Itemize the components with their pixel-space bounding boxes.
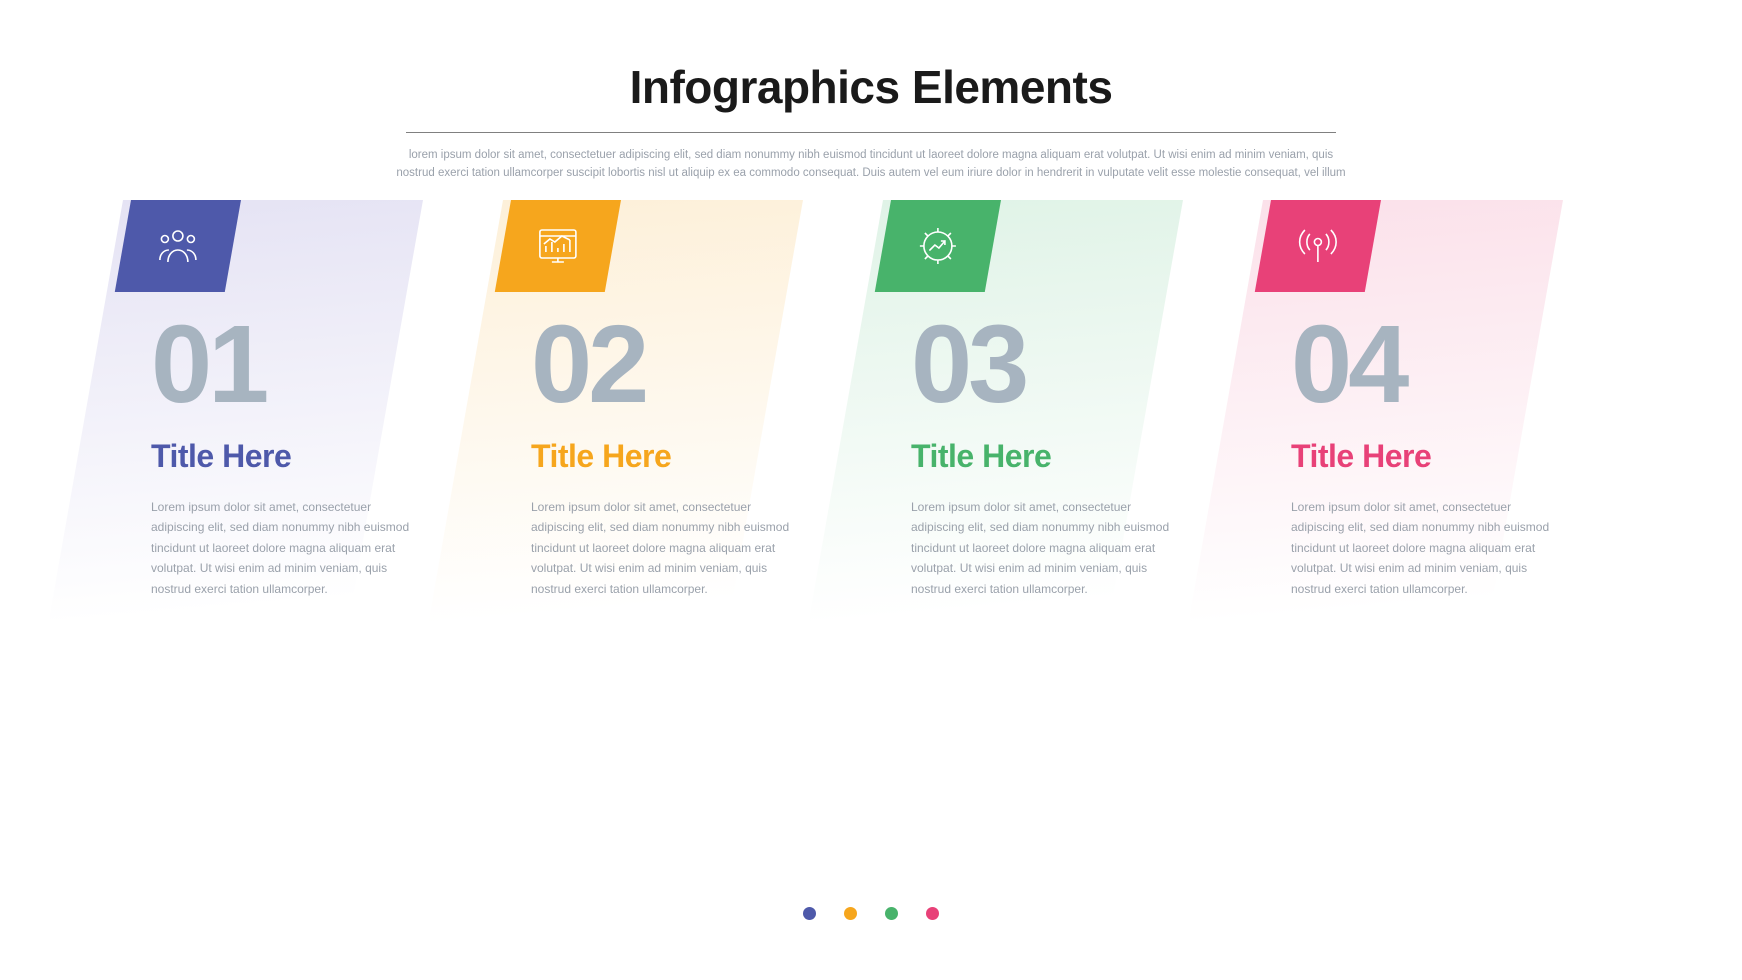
infographic-page: Infographics Elements lorem ipsum dolor …	[0, 0, 1742, 980]
card-03-tab	[875, 200, 1001, 292]
card-01-tab	[115, 200, 241, 292]
dot-1	[803, 907, 816, 920]
people-icon	[154, 222, 202, 270]
card-04-body: Lorem ipsum dolor sit amet, consectetuer…	[1291, 497, 1551, 599]
card-02-tab	[495, 200, 621, 292]
dot-4	[926, 907, 939, 920]
card-04-tab	[1255, 200, 1381, 292]
page-title: Infographics Elements	[120, 60, 1622, 114]
card-01-content: 01 Title Here Lorem ipsum dolor sit amet…	[151, 310, 441, 599]
card-03: 03 Title Here Lorem ipsum dolor sit amet…	[911, 200, 1211, 760]
title-divider	[406, 132, 1336, 133]
card-04-title: Title Here	[1291, 438, 1581, 475]
card-03-content: 03 Title Here Lorem ipsum dolor sit amet…	[911, 310, 1201, 599]
card-01: 01 Title Here Lorem ipsum dolor sit amet…	[151, 200, 451, 760]
gear-chart-icon	[914, 222, 962, 270]
dot-3	[885, 907, 898, 920]
card-02-body: Lorem ipsum dolor sit amet, consectetuer…	[531, 497, 791, 599]
card-03-body: Lorem ipsum dolor sit amet, consectetuer…	[911, 497, 1171, 599]
analytics-screen-icon	[534, 222, 582, 270]
card-04-number: 04	[1291, 310, 1581, 420]
card-02-number: 02	[531, 310, 821, 420]
card-02: 02 Title Here Lorem ipsum dolor sit amet…	[531, 200, 831, 760]
card-01-number: 01	[151, 310, 441, 420]
card-01-body: Lorem ipsum dolor sit amet, consectetuer…	[151, 497, 411, 599]
card-04-content: 04 Title Here Lorem ipsum dolor sit amet…	[1291, 310, 1581, 599]
pager-dots	[0, 907, 1742, 920]
card-row: 01 Title Here Lorem ipsum dolor sit amet…	[0, 200, 1742, 760]
card-03-title: Title Here	[911, 438, 1201, 475]
card-02-content: 02 Title Here Lorem ipsum dolor sit amet…	[531, 310, 821, 599]
page-subtitle: lorem ipsum dolor sit amet, consectetuer…	[391, 147, 1351, 183]
broadcast-icon	[1294, 222, 1342, 270]
card-01-title: Title Here	[151, 438, 441, 475]
card-02-title: Title Here	[531, 438, 821, 475]
card-04: 04 Title Here Lorem ipsum dolor sit amet…	[1291, 200, 1591, 760]
dot-2	[844, 907, 857, 920]
card-03-number: 03	[911, 310, 1201, 420]
